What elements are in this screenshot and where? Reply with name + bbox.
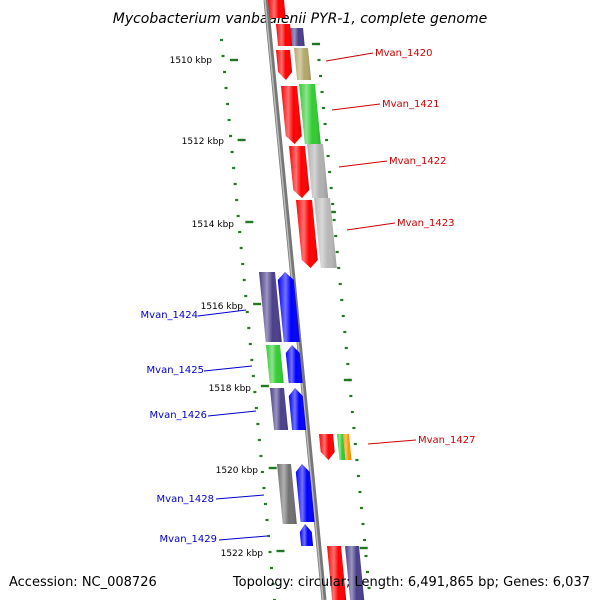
gene-label-text[interactable]: Mvan_1426 <box>150 410 207 421</box>
gene-label-text[interactable]: Mvan_1428 <box>157 494 214 505</box>
gene-arrow-blue[interactable] <box>299 524 314 546</box>
gene-label-mvan-1420[interactable]: Mvan_1420 <box>325 48 432 62</box>
gene-label-text[interactable]: Mvan_1420 <box>375 48 432 59</box>
gene-label-mvan-1425[interactable]: Mvan_1425 <box>147 365 253 376</box>
gene-block-green[interactable] <box>266 345 284 383</box>
scale-tick: 1516 kbp <box>201 302 244 312</box>
gene-labels-left: Mvan_1424 Mvan_1425 Mvan_1426 Mvan_1428 … <box>141 309 268 545</box>
gene-block-olive[interactable] <box>294 48 312 80</box>
scale-tick-label: 1512 kbp <box>182 137 225 147</box>
outer-dotted-trail <box>220 38 285 600</box>
gene-label-mvan-1424[interactable]: Mvan_1424 <box>141 309 247 321</box>
scale-tick: 1512 kbp <box>182 137 225 147</box>
gene-label-text[interactable]: Mvan_1421 <box>382 99 439 110</box>
scale-tick: 1514 kbp <box>192 220 235 230</box>
gene-block-red[interactable] <box>268 0 286 18</box>
gene-label-text[interactable]: Mvan_1424 <box>141 310 198 321</box>
gene-arrow-red[interactable] <box>319 434 335 460</box>
gene-arrow-blue[interactable] <box>285 345 303 383</box>
gene-block-grey[interactable] <box>314 198 337 268</box>
gene-block-purple[interactable] <box>345 546 365 600</box>
scale-tick-label: 1522 kbp <box>221 549 264 559</box>
gene-label-mvan-1421[interactable]: Mvan_1421 <box>331 99 439 111</box>
gene-block-orange[interactable] <box>343 434 352 460</box>
gene-block-grey[interactable] <box>277 464 297 524</box>
gene-arrow-red[interactable] <box>296 200 318 268</box>
gene-label-mvan-1426[interactable]: Mvan_1426 <box>150 410 257 421</box>
gene-arrow-blue[interactable] <box>295 464 315 522</box>
gene-arrow-blue[interactable] <box>277 272 300 342</box>
gene-label-mvan-1427[interactable]: Mvan_1427 <box>367 435 475 446</box>
gene-arrow-red[interactable] <box>276 50 293 80</box>
gene-block-purple[interactable] <box>289 28 305 46</box>
gene-label-mvan-1422[interactable]: Mvan_1422 <box>338 156 446 168</box>
gene-label-text[interactable]: Mvan_1422 <box>389 156 446 167</box>
gene-label-text[interactable]: Mvan_1429 <box>160 534 217 545</box>
gene-block-purple[interactable] <box>270 388 289 430</box>
inner-dotted-trail <box>312 42 371 590</box>
gene-block-purple[interactable] <box>259 272 282 342</box>
scale-tick-label: 1520 kbp <box>216 466 259 476</box>
gene-label-text[interactable]: Mvan_1425 <box>147 365 204 376</box>
gene-block-green[interactable] <box>337 434 346 460</box>
gene-block-red[interactable] <box>327 546 347 600</box>
gene-label-text[interactable]: Mvan_1427 <box>418 435 475 446</box>
gene-arrow-red[interactable] <box>281 86 302 144</box>
scale-tick-label: 1516 kbp <box>201 302 244 312</box>
gene-label-mvan-1429[interactable]: Mvan_1429 <box>160 534 268 545</box>
scale-tick-label: 1514 kbp <box>192 220 235 230</box>
scale-ticks: 1510 kbp 1512 kbp 1514 kbp 1516 kbp 1518… <box>170 56 264 559</box>
scale-tick-label: 1510 kbp <box>170 56 213 66</box>
scale-tick: 1510 kbp <box>170 56 213 66</box>
scale-tick: 1520 kbp <box>216 466 259 476</box>
gene-arrow-blue[interactable] <box>288 388 307 430</box>
accession-text: Accession: NC_008726 <box>9 575 157 590</box>
map-title: Mycobacterium vanbaalenii PYR-1, complet… <box>113 11 488 27</box>
gene-label-mvan-1423[interactable]: Mvan_1423 <box>346 218 454 231</box>
scale-tick: 1518 kbp <box>209 384 252 394</box>
gene-block-green[interactable] <box>299 84 321 144</box>
gene-labels-right: Mvan_1420 Mvan_1421 Mvan_1422 Mvan_1423 … <box>325 48 475 446</box>
gene-features <box>259 0 365 600</box>
gene-label-text[interactable]: Mvan_1423 <box>397 218 454 229</box>
gene-label-mvan-1428[interactable]: Mvan_1428 <box>157 494 265 505</box>
gene-block-red[interactable] <box>276 24 293 46</box>
scale-tick-label: 1518 kbp <box>209 384 252 394</box>
gene-arrow-red[interactable] <box>289 146 310 198</box>
scale-tick: 1522 kbp <box>221 549 264 559</box>
gene-block-grey[interactable] <box>307 144 329 198</box>
genome-summary-text: Topology: circular; Length: 6,491,865 bp… <box>232 575 590 590</box>
